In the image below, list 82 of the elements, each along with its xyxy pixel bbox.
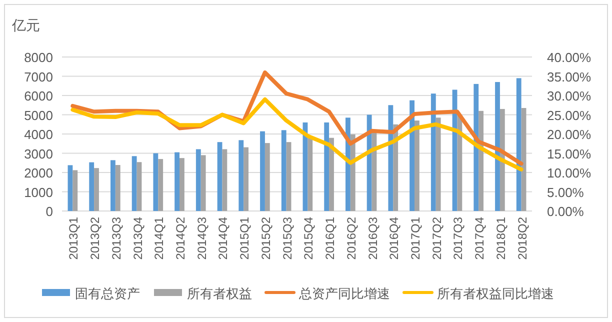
- bar: [174, 152, 180, 211]
- bar: [516, 78, 522, 211]
- x-tick-label: 2016Q2: [344, 216, 358, 260]
- bar: [430, 94, 436, 211]
- bar: [180, 158, 184, 211]
- x-tick-label: 2013Q3: [109, 216, 124, 260]
- y2-tick-label: 0.00%: [547, 204, 584, 219]
- bar: [72, 170, 78, 211]
- x-tick-label: 2015Q1: [238, 216, 252, 260]
- bar: [474, 84, 479, 211]
- y-axis-title: 亿元: [11, 17, 40, 33]
- y-tick-label: 3000: [24, 146, 53, 162]
- x-tick-label: 2016Q1: [323, 216, 338, 260]
- bar: [89, 162, 94, 211]
- y-tick-label: 2000: [24, 166, 53, 180]
- bar: [366, 114, 372, 211]
- x-tick-label: 2016Q3: [366, 216, 380, 260]
- bar: [158, 159, 164, 211]
- bar: [244, 147, 249, 211]
- line-series: [70, 97, 524, 172]
- bar: [136, 162, 142, 211]
- bar: [238, 140, 244, 211]
- y2-tick-label: 20.00%: [547, 127, 592, 142]
- x-tick-label: 2016Q4: [387, 216, 402, 260]
- bar: [115, 164, 120, 211]
- bar: [500, 108, 505, 211]
- y2-tick-label: 10.00%: [547, 166, 592, 180]
- x-tick-label: 2015Q2: [258, 216, 273, 260]
- x-tick-label: 2018Q2: [515, 216, 530, 260]
- y-tick-label: 1000: [24, 184, 53, 200]
- y2-tick-label: 25.00%: [547, 108, 592, 123]
- bar: [281, 130, 286, 211]
- bar: [324, 122, 330, 211]
- y-tick-label: 4000: [24, 127, 53, 142]
- x-tick-label: 2017Q3: [451, 216, 466, 260]
- x-tick-label: 2014Q1: [152, 216, 166, 260]
- x-tick-label: 2018Q1: [494, 216, 508, 260]
- bar: [410, 100, 414, 211]
- y2-tick-label: 15.00%: [547, 146, 592, 162]
- x-tick-label: 2015Q3: [280, 216, 294, 260]
- bar: [414, 120, 420, 211]
- y-tick-label: 5000: [24, 108, 53, 123]
- x-tick-label: 2014Q3: [194, 216, 209, 260]
- y2-tick-label: 5.00%: [547, 184, 584, 200]
- bar: [495, 82, 500, 211]
- y-tick-label: 0: [46, 204, 53, 219]
- x-tick-label: 2017Q4: [472, 216, 487, 260]
- bar: [153, 153, 158, 211]
- legend-label: 总资产同比增速: [298, 286, 390, 301]
- bar: [222, 149, 228, 211]
- bar: [264, 143, 270, 211]
- y-tick-label: 8000: [24, 50, 53, 65]
- bar: [94, 168, 99, 211]
- x-tick-label: 2017Q1: [408, 216, 422, 260]
- x-tick-label: 2013Q4: [130, 216, 145, 260]
- bar: [196, 149, 201, 211]
- bar: [68, 165, 73, 211]
- bar: [217, 142, 222, 211]
- bar: [457, 114, 462, 211]
- y2-tick-label: 40.00%: [547, 50, 592, 65]
- bar: [329, 138, 334, 211]
- x-tick-label: 2013Q2: [88, 216, 102, 260]
- y-tick-label: 6000: [24, 88, 53, 104]
- x-tick-label: 2015Q4: [302, 216, 316, 260]
- legend-label: 所有者权益同比增速: [437, 286, 554, 301]
- y-tick-label: 7000: [24, 69, 53, 84]
- legend-label: 固有总资产: [75, 286, 140, 301]
- bar: [286, 142, 292, 211]
- x-tick-label: 2013Q1: [66, 216, 81, 260]
- bar: [132, 156, 137, 211]
- bar: [260, 131, 265, 211]
- bar: [200, 155, 206, 211]
- bar: [388, 105, 394, 211]
- x-tick-label: 2014Q4: [216, 216, 230, 260]
- x-tick-label: 2014Q2: [174, 216, 188, 260]
- x-tick-label: 2017Q2: [430, 216, 444, 260]
- y2-tick-label: 30.00%: [547, 88, 592, 104]
- bar: [110, 160, 116, 211]
- bar: [436, 118, 441, 211]
- bar: [478, 110, 484, 211]
- y2-tick-label: 35.00%: [547, 69, 592, 84]
- legend-label: 所有者权益: [187, 286, 252, 301]
